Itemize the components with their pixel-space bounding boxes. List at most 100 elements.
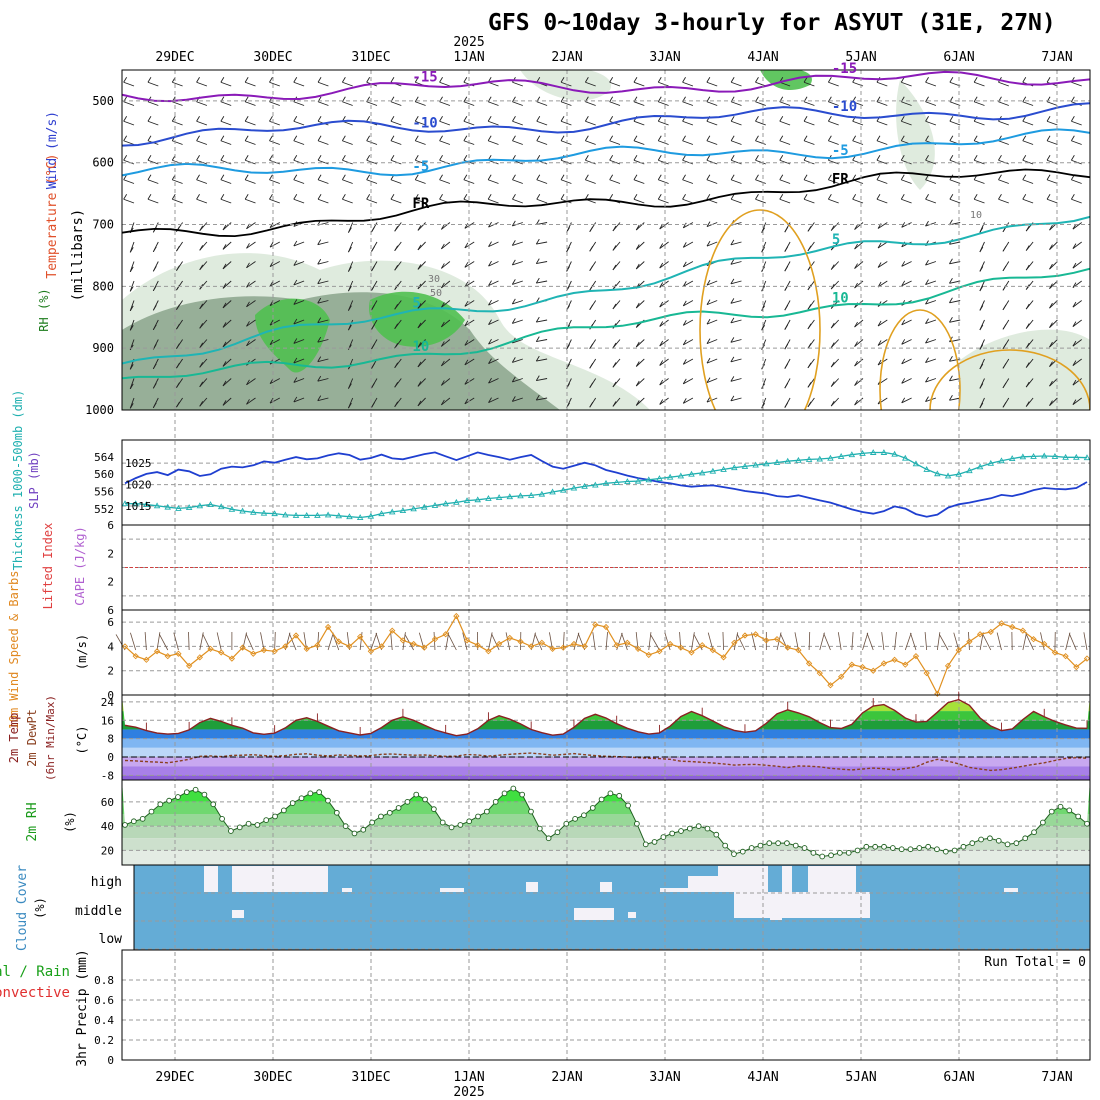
wind-barb xyxy=(974,159,985,165)
wind-speed-point xyxy=(346,643,353,650)
wind-barb-flag xyxy=(371,324,375,330)
rh-point xyxy=(713,831,720,838)
wind-barb-flag xyxy=(293,318,298,325)
wind-barb-flag xyxy=(1022,194,1027,200)
wind-barb xyxy=(441,378,451,386)
temp-color-band xyxy=(122,775,1090,780)
thickness-point xyxy=(271,510,278,517)
level-tick-label: 900 xyxy=(92,341,114,355)
wind-barb-flag xyxy=(854,399,858,406)
wind-barb xyxy=(293,120,305,126)
wind-barb xyxy=(390,179,402,184)
wind-barb-flag xyxy=(348,344,352,350)
wind-barb-flag xyxy=(589,226,594,232)
wind-barb-flag xyxy=(730,278,735,285)
wind-barb-flag xyxy=(925,357,929,363)
wind-barb-flag xyxy=(512,96,516,102)
wind-barb-flag xyxy=(293,116,298,122)
wind-barb-flag xyxy=(488,221,492,228)
wind-barb-flag xyxy=(348,285,352,292)
thickness-tick-label: 556 xyxy=(94,486,114,499)
wind-barb-flag xyxy=(682,359,687,365)
cloud-cover-block xyxy=(232,866,328,892)
wind-barb-flag xyxy=(293,299,298,305)
wind-barb xyxy=(269,101,280,106)
thickness-point xyxy=(143,501,150,507)
wind-barb xyxy=(1083,632,1088,651)
wind-barb xyxy=(877,241,888,249)
wind-barb-flag xyxy=(147,174,152,180)
rh-point xyxy=(501,790,508,797)
rh-point xyxy=(457,822,464,828)
wind-barb xyxy=(317,358,329,363)
wind-barb xyxy=(894,632,897,651)
wind-barb xyxy=(505,632,511,651)
wind-barb xyxy=(488,159,499,165)
contour-label: 10 xyxy=(412,339,429,355)
wind-barb xyxy=(609,179,621,184)
rh-point xyxy=(192,786,199,793)
wind-barb xyxy=(560,159,572,165)
rh-point xyxy=(669,830,676,837)
wind-barb xyxy=(441,397,451,406)
thickness-point xyxy=(463,497,471,504)
wind-barb-flag xyxy=(949,317,953,323)
wind-barb xyxy=(439,159,451,165)
thickness-point xyxy=(485,495,492,501)
wind-barb-flag xyxy=(293,396,298,403)
wind-speed-point xyxy=(805,660,813,667)
wind-barb xyxy=(441,319,451,328)
wind-barb-flag xyxy=(609,174,614,180)
rh-point xyxy=(122,822,128,828)
wind-barb-flag xyxy=(633,135,638,141)
wind-barb-flag xyxy=(394,382,399,388)
wind-barb-flag xyxy=(147,194,152,200)
wind-barb-flag xyxy=(682,398,687,404)
rh-point xyxy=(386,809,393,816)
bottom-day-label: 4JAN xyxy=(747,1070,778,1085)
thickness-point xyxy=(207,501,214,507)
wind-barb-flag xyxy=(348,305,352,311)
wind-barb xyxy=(974,101,985,106)
wind-speed-point xyxy=(228,655,236,662)
wind-barb-flag xyxy=(566,344,570,350)
wind-barb-flag xyxy=(439,77,443,83)
wind-barb-flag xyxy=(394,343,399,349)
rh-point xyxy=(554,829,561,836)
wind-speed-point xyxy=(367,648,374,655)
wind-speed-point xyxy=(912,653,920,660)
wind-barb-flag xyxy=(220,155,225,161)
thickness-point xyxy=(666,473,674,480)
wind-barb xyxy=(1022,140,1034,145)
wind-barb-flag xyxy=(635,244,640,250)
wind-barb-flag xyxy=(755,174,759,180)
wind-barb xyxy=(245,179,256,184)
wind-barb-flag xyxy=(394,304,399,310)
wind-speed-point xyxy=(335,638,342,645)
rh-point xyxy=(589,805,596,811)
wind-barb-flag xyxy=(129,305,134,312)
wind-barb xyxy=(901,179,912,184)
rh-point xyxy=(1048,808,1055,815)
wind-barb-flag xyxy=(901,319,906,326)
wind-barb xyxy=(317,397,329,402)
wind-barb xyxy=(803,140,815,145)
wind-barb-flag xyxy=(779,194,784,200)
wind-barb xyxy=(293,378,305,383)
wind-barb-flag xyxy=(589,382,594,388)
wind-barb-flag xyxy=(152,324,157,331)
wind-barb xyxy=(222,378,232,387)
wind-barb-flag xyxy=(464,301,469,307)
wind-barb xyxy=(269,339,281,346)
wind-barb xyxy=(1046,101,1058,106)
wind-barb xyxy=(901,159,912,165)
wind-barb-flag xyxy=(998,194,1002,200)
wind-barb-flag xyxy=(269,319,274,326)
wind-barb xyxy=(828,179,839,184)
wind-speed-side-label: 10m Wind Speed & Barbs xyxy=(7,571,21,730)
wind-barb-flag xyxy=(220,135,225,141)
wind-barb xyxy=(245,120,256,126)
wind-barb xyxy=(877,339,888,346)
wind-barb-flag xyxy=(827,174,832,180)
wind-barb-flag xyxy=(779,174,784,180)
